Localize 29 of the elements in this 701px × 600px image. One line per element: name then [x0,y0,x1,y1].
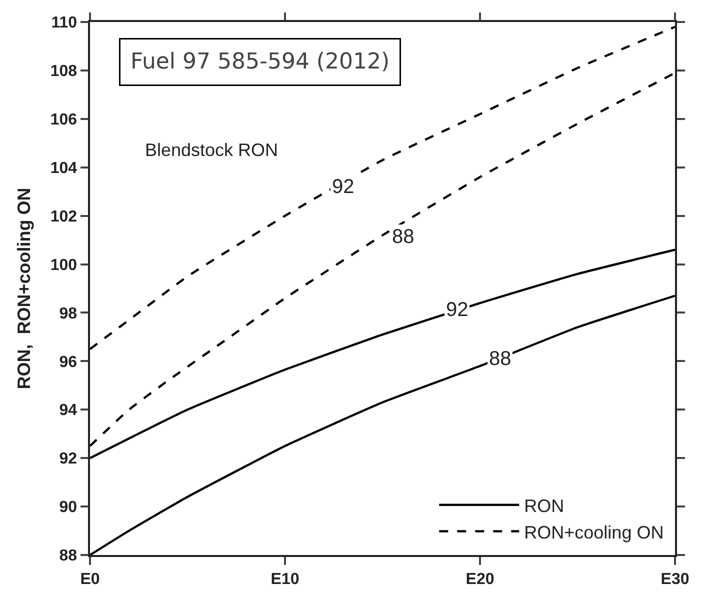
y-tick-label: 96 [59,354,78,371]
annotation: 92 [446,299,468,321]
y-tick-label: 108 [50,63,78,80]
y-tick-label: 104 [50,160,78,177]
y-tick-label: 90 [59,499,78,516]
y-tick-label: 94 [59,402,78,420]
y-tick-label: 92 [59,450,78,468]
line-series [90,248,675,460]
annotation: Blendstock RON [145,140,278,160]
annotation: 88 [489,348,512,370]
annotation: 92 [332,176,354,198]
y-tick-label: 100 [50,256,78,274]
x-tick-label: E20 [466,570,494,588]
y-tick-label: 110 [51,14,78,32]
x-tick-label: E0 [80,570,100,588]
legend-label: RON [524,496,564,516]
y-tick-label: 98 [59,305,78,322]
annotation: Fuel 97 585-594 (2012) [130,50,390,74]
annotation: 88 [392,226,414,248]
y-axis-title: RON, RON+cooling ON [14,188,34,390]
x-tick-label: E30 [660,570,690,588]
x-tick-label: E10 [270,570,300,588]
y-tick-label: 88 [59,548,78,565]
line-series [90,72,675,448]
y-tick-label: 106 [50,112,78,129]
line-series [90,294,675,555]
y-tick-label: 102 [50,208,78,226]
legend-label: RON+cooling ON [524,522,664,542]
line-series [90,26,675,350]
